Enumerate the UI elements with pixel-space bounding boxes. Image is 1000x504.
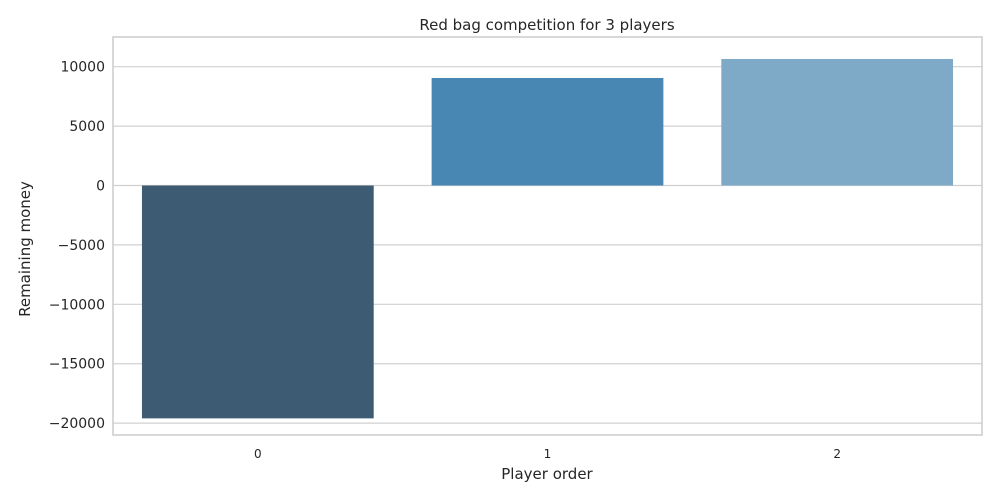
x-tick-labels: 0 1 2 xyxy=(254,447,841,461)
y-tick-label: −5000 xyxy=(58,238,105,254)
y-tick-label: 10000 xyxy=(60,60,105,76)
y-tick-label: 5000 xyxy=(69,119,105,135)
bar-1 xyxy=(431,77,664,186)
y-tick-label: −10000 xyxy=(49,297,105,313)
x-tick-label: 1 xyxy=(544,447,552,461)
y-axis-label: Remaining money xyxy=(16,181,34,317)
x-tick-label: 0 xyxy=(254,447,262,461)
bars xyxy=(141,58,954,419)
x-tick-label: 2 xyxy=(833,447,841,461)
y-tick-label: 0 xyxy=(96,179,105,195)
chart-title: Red bag competition for 3 players xyxy=(419,16,674,34)
x-axis-label: Player order xyxy=(501,465,593,483)
bar-2 xyxy=(721,58,954,186)
bar-0 xyxy=(141,185,374,419)
y-tick-labels: −20000 −15000 −10000 −5000 0 5000 10000 xyxy=(49,60,105,432)
plot-frame xyxy=(112,36,983,436)
y-tick-label: −20000 xyxy=(49,416,105,432)
y-tick-label: −15000 xyxy=(49,357,105,373)
